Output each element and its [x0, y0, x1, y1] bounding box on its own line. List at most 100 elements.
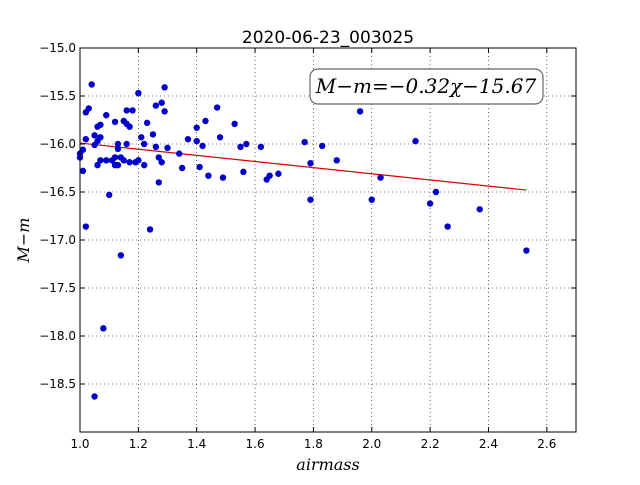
- data-point: [152, 143, 160, 151]
- data-point: [146, 226, 154, 233]
- data-point: [85, 105, 92, 112]
- x-tick-labels: 1.0 1.2 1.4 1.6 1.8 2.0 2.2 2.4 2.6: [70, 437, 556, 451]
- data-point: [91, 393, 98, 400]
- y-tick-label: −16.5: [39, 185, 76, 199]
- data-point: [129, 107, 136, 114]
- data-point: [94, 161, 101, 169]
- data-point: [161, 108, 168, 115]
- y-tick-label: −17.0: [39, 233, 76, 247]
- x-tick-label: 2.6: [537, 437, 556, 451]
- data-point: [97, 121, 104, 128]
- data-point: [135, 89, 142, 97]
- data-point: [257, 143, 265, 151]
- data-point: [164, 144, 171, 152]
- data-point: [88, 81, 95, 88]
- data-point: [243, 140, 250, 148]
- data-point: [318, 142, 326, 150]
- data-point: [97, 157, 104, 164]
- data-point: [307, 196, 314, 203]
- data-point: [523, 247, 530, 254]
- data-point: [356, 108, 364, 115]
- data-point: [114, 145, 122, 152]
- data-point: [123, 107, 130, 114]
- x-tick-label: 1.2: [129, 437, 148, 451]
- data-point: [193, 137, 200, 145]
- data-point: [100, 325, 107, 332]
- data-point: [193, 124, 200, 131]
- data-point: [111, 154, 119, 161]
- y-tick-label: −15.5: [39, 89, 76, 103]
- data-point: [143, 119, 151, 127]
- data-point: [79, 146, 87, 153]
- data-point: [231, 120, 238, 128]
- data-point: [152, 102, 160, 109]
- data-point: [176, 150, 183, 157]
- data-point: [79, 167, 87, 175]
- x-tick-label: 1.0: [70, 437, 89, 451]
- fit-equation: M−m=−0.32χ−15.67: [315, 74, 537, 98]
- data-point: [199, 142, 206, 150]
- data-point: [149, 131, 157, 138]
- data-point: [111, 118, 119, 126]
- data-point: [158, 159, 165, 166]
- x-tick-label: 2.4: [479, 437, 498, 451]
- y-tick-labels: −15.0 −15.5 −16.0 −16.5 −17.0 −17.5 −18.0 −18.5: [39, 41, 76, 391]
- y-tick-label: −15.0: [39, 41, 76, 55]
- data-point: [307, 160, 314, 167]
- x-tick-label: 1.4: [187, 437, 206, 451]
- data-point: [205, 172, 212, 179]
- y-axis-label: M−m: [14, 218, 33, 264]
- data-point: [140, 140, 148, 148]
- data-point: [426, 200, 434, 207]
- y-tick-label: −16.0: [39, 137, 76, 151]
- x-tick-label: 2.0: [362, 437, 381, 451]
- data-point: [82, 223, 90, 230]
- data-point: [126, 123, 133, 130]
- data-point: [82, 136, 90, 143]
- data-point: [155, 179, 162, 186]
- data-point: [126, 159, 133, 166]
- data-point: [301, 138, 308, 146]
- data-point: [213, 104, 221, 111]
- data-point: [103, 112, 110, 119]
- data-point: [216, 134, 224, 141]
- data-point: [476, 206, 483, 213]
- data-point: [368, 196, 375, 203]
- y-tick-label: −17.5: [39, 281, 76, 295]
- fit-line-group: [79, 142, 527, 191]
- data-point: [161, 84, 168, 91]
- data-points: [76, 81, 530, 400]
- data-point: [266, 172, 273, 179]
- chart-title: 2020-06-23_003025: [242, 28, 414, 48]
- data-point: [120, 157, 127, 164]
- data-point: [275, 170, 282, 177]
- data-point: [444, 223, 451, 230]
- fit-equation-box: M−m=−0.32χ−15.67: [309, 68, 544, 105]
- data-point: [240, 168, 247, 176]
- data-point: [97, 134, 104, 141]
- data-point: [158, 99, 165, 106]
- data-point: [219, 174, 227, 181]
- x-axis-label: airmass: [296, 455, 359, 474]
- data-point: [178, 164, 186, 172]
- x-tick-label: 2.2: [421, 437, 440, 451]
- data-point: [377, 174, 384, 181]
- data-point: [184, 136, 192, 143]
- fit-equation-frame: [309, 68, 544, 105]
- data-point: [123, 140, 130, 148]
- data-point: [140, 161, 148, 169]
- data-point: [114, 161, 122, 169]
- data-point: [138, 134, 145, 141]
- data-point: [196, 163, 203, 171]
- data-point: [237, 143, 244, 151]
- data-point: [202, 117, 209, 125]
- data-point: [105, 191, 113, 199]
- x-tick-label: 1.8: [304, 437, 323, 451]
- data-point: [333, 157, 340, 164]
- data-point: [103, 157, 110, 164]
- data-point: [155, 154, 162, 161]
- data-point: [114, 140, 122, 148]
- y-tick-label: −18.5: [39, 377, 76, 391]
